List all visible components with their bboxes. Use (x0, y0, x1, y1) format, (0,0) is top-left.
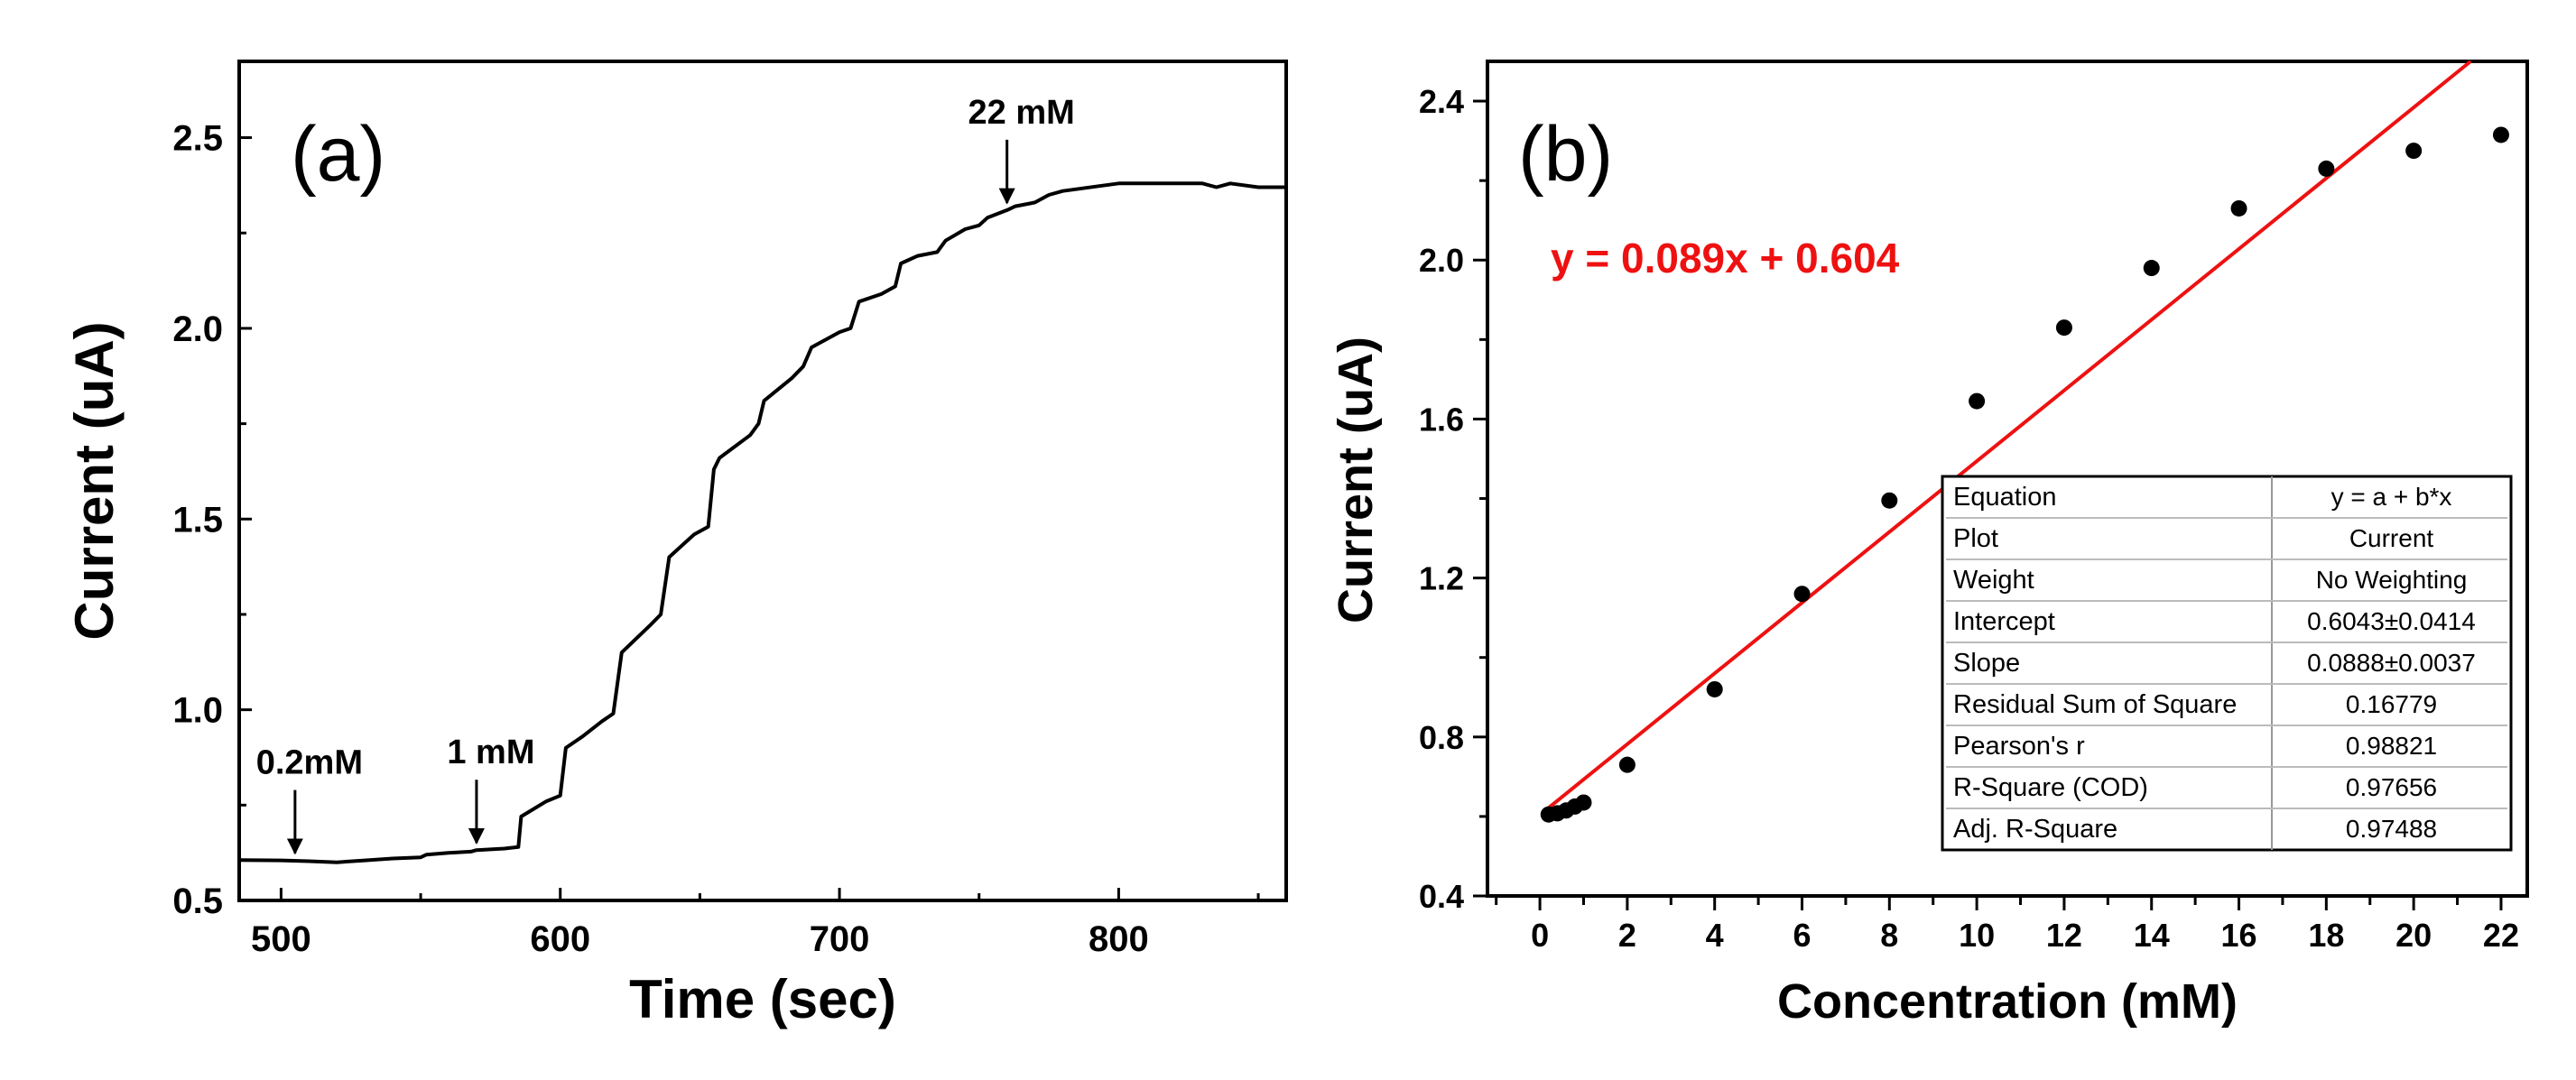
fit-table-cell-value: 0.97488 (2346, 815, 2437, 843)
panel-b: 0 2 4 6 8 10 12 14 16 18 20 22 0.4 0.8 1.2 1.6 2.0 2.4 (… (1329, 60, 2529, 1029)
fit-table-cell-value: 0.6043±0.0414 (2307, 607, 2476, 635)
fit-table-cell-value: Current (2349, 524, 2434, 552)
fit-table-cell-name: Residual Sum of Square (1953, 690, 2237, 719)
fit-table-cell-value: 0.0888±0.0037 (2307, 649, 2476, 677)
panel-b-data-point (2055, 319, 2072, 337)
panel-a-label: (a) (291, 111, 385, 198)
panel-a-y-axis-label: Current (uA) (64, 321, 125, 640)
fit-table-cell-name: Intercept (1953, 607, 2055, 636)
panel-b-x-tick-label: 8 (1880, 917, 1898, 954)
panel-b-x-tick-label: 4 (1706, 917, 1724, 954)
panel-a-x-tick-label: 500 (251, 919, 311, 959)
fit-table-cell-value: 0.16779 (2346, 690, 2437, 718)
panel-b-data-point (1793, 586, 1811, 603)
panel-b-y-tick-label: 0.8 (1419, 719, 1464, 756)
panel-b-x-tick-label: 10 (1959, 917, 1995, 954)
panel-a-y-ticks: 0.5 1.0 1.5 2.0 2.5 (172, 119, 252, 921)
fit-table-cell-name: Pearson's r (1953, 732, 2085, 761)
fit-table-cell-value: 0.97656 (2346, 773, 2437, 801)
fit-table-cell-value: No Weighting (2316, 566, 2468, 594)
panel-b-data-point (1881, 492, 1898, 509)
panel-b-data-point (1618, 756, 1635, 773)
panel-b-x-tick-label: 20 (2395, 917, 2432, 954)
panel-a-x-ticks: 500 600 700 800 (251, 888, 1260, 959)
panel-b-data-point (1575, 794, 1592, 811)
panel-a-current-trace (238, 181, 1286, 864)
fit-table-cell-value: 0.98821 (2346, 732, 2437, 760)
fit-table-cell-name: Plot (1953, 524, 1998, 553)
panel-b-label: (b) (1518, 111, 1613, 198)
fit-table-cell-name: Weight (1953, 566, 2034, 595)
panel-b-fit-table: Equation y = a + b*x Plot Current Weight No W… (1941, 475, 2513, 852)
panel-b-data-point (2230, 199, 2247, 217)
panel-a-annotation-label: 0.2mM (256, 744, 363, 782)
panel-b-x-tick-label: 16 (2221, 917, 2257, 954)
panel-b-data-point (2143, 260, 2160, 277)
panel-b-y-tick-label: 0.4 (1419, 878, 1464, 915)
panel-a-x-tick-label: 600 (530, 919, 590, 959)
panel-a-x-axis-label: Time (sec) (629, 969, 896, 1029)
fit-table-cell-name: Adj. R-Square (1953, 815, 2117, 844)
panel-a-y-tick-label: 0.5 (172, 882, 223, 921)
panel-b-data-points (1540, 126, 2509, 823)
fit-table-cell-value: y = a + b*x (2331, 483, 2452, 511)
panel-b-y-tick-label: 2.4 (1419, 83, 1464, 120)
panel-a-y-tick-label: 1.5 (172, 500, 223, 540)
fit-table-cell-name: Equation (1953, 483, 2057, 512)
panel-b-y-tick-label: 1.6 (1419, 401, 1464, 438)
panel-b-data-point (1706, 680, 1723, 697)
panel-b-x-tick-label: 0 (1531, 917, 1549, 954)
panel-b-data-point (2492, 126, 2509, 143)
panel-b-plot-frame (1486, 60, 2529, 898)
panel-b-x-tick-label: 22 (2483, 917, 2519, 954)
panel-a-x-tick-label: 700 (810, 919, 870, 959)
panel-b-x-tick-label: 14 (2134, 917, 2170, 954)
panel-b-data-point (2318, 160, 2335, 177)
panel-b-x-tick-label: 12 (2046, 917, 2082, 954)
fit-table-cell-name: R-Square (COD) (1953, 773, 2148, 802)
panel-a-plot-frame (237, 60, 1288, 902)
panel-a-y-tick-label: 2.0 (172, 309, 223, 349)
panel-a-x-tick-label: 800 (1089, 919, 1149, 959)
panel-a-annotation-label: 1 mM (447, 734, 534, 771)
panel-a-annotation-label: 22 mM (968, 94, 1075, 132)
panel-b-y-axis-label: Current (uA) (1329, 337, 1383, 623)
panel-b-y-tick-label: 2.0 (1419, 242, 1464, 279)
panel-b-x-axis-label: Concentration (mM) (1777, 974, 2238, 1029)
panel-a-y-tick-label: 2.5 (172, 119, 223, 159)
panel-b-x-ticks: 0 2 4 6 8 10 12 14 16 18 20 22 (1495, 896, 2519, 954)
panel-b-y-ticks: 0.4 0.8 1.2 1.6 2.0 2.4 (1419, 83, 1487, 915)
panel-a: 500 600 700 800 0.5 1.0 1.5 2.0 2.5 0.2mM 1 mM 22… (64, 60, 1288, 1029)
panel-a-annotations: 0.2mM 1 mM 22 mM (256, 94, 1075, 855)
panel-b-fit-line (1547, 60, 2472, 809)
panel-b-equation: y = 0.089x + 0.604 (1551, 235, 1900, 282)
panel-b-x-tick-label: 2 (1618, 917, 1636, 954)
panel-b-x-tick-label: 6 (1793, 917, 1811, 954)
panel-b-data-point (1969, 392, 1986, 410)
fit-table-cell-name: Slope (1953, 649, 2020, 678)
panel-a-y-tick-label: 1.0 (172, 691, 223, 731)
panel-b-y-tick-label: 1.2 (1419, 560, 1464, 597)
panel-b-x-tick-label: 18 (2308, 917, 2344, 954)
fit-table-frame (1941, 475, 2513, 852)
panel-b-data-point (2405, 143, 2423, 160)
